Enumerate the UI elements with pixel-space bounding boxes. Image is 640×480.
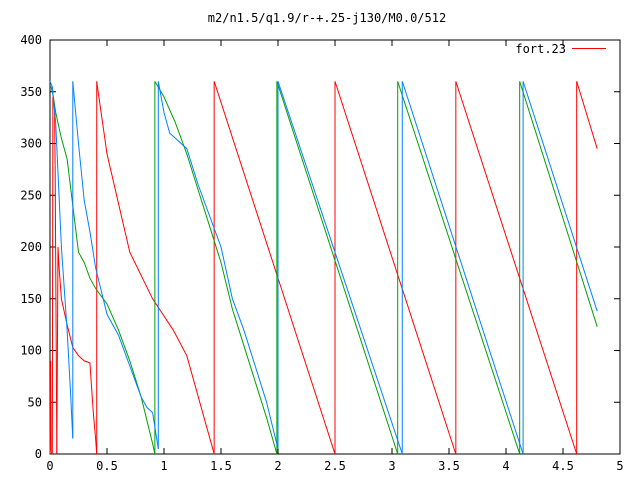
- x-tick-label: 3.5: [438, 459, 460, 473]
- series-0: [49, 81, 598, 455]
- x-tick-label: 2: [274, 459, 281, 473]
- x-axis: 0 0.5 1 1.5 2 2.5 3 3.5 4 4.5 5: [46, 40, 624, 473]
- y-tick-label: 300: [20, 137, 42, 151]
- series-line: [276, 81, 399, 455]
- series-line: [154, 81, 278, 455]
- x-tick-label: 3: [388, 459, 395, 473]
- series-line: [277, 81, 403, 455]
- series-line: [157, 81, 279, 449]
- series-line: [50, 86, 156, 455]
- x-tick-label: 2.5: [324, 459, 346, 473]
- x-tick-label: 4.5: [552, 459, 574, 473]
- series-line: [213, 81, 336, 455]
- x-tick-label: 4: [502, 459, 509, 473]
- y-tick-label: 0: [35, 447, 42, 461]
- series-line: [49, 360, 52, 454]
- y-tick-label: 50: [28, 395, 42, 409]
- x-tick-label: 1: [160, 459, 167, 473]
- series-1: [50, 81, 598, 455]
- series-line: [519, 81, 598, 327]
- series-line: [334, 81, 457, 455]
- series-line: [522, 81, 598, 312]
- chart-title: m2/n1.5/q1.9/r-+.25-j130/M0.0/512: [208, 11, 446, 25]
- x-tick-label: 0: [46, 459, 53, 473]
- x-tick-label: 0.5: [96, 459, 118, 473]
- series-line: [49, 81, 74, 439]
- legend-label: fort.23: [515, 42, 566, 56]
- series-line: [72, 81, 159, 449]
- x-tick-label: 5: [616, 459, 623, 473]
- series-line: [96, 81, 215, 455]
- series-layer: [49, 81, 598, 455]
- series-line: [401, 81, 524, 455]
- legend: fort.23: [515, 42, 606, 56]
- series-reset-line: [54, 164, 58, 455]
- series-line: [397, 81, 521, 455]
- y-tick-label: 400: [20, 33, 42, 47]
- y-axis: 0 50 100 150 200 250 300 350 400: [20, 33, 620, 461]
- y-tick-label: 350: [20, 85, 42, 99]
- x-tick-label: 1.5: [210, 459, 232, 473]
- series-2: [49, 81, 598, 455]
- series-line: [455, 81, 578, 455]
- y-tick-label: 100: [20, 344, 42, 358]
- series-line: [576, 81, 598, 149]
- y-tick-label: 250: [20, 188, 42, 202]
- y-tick-label: 200: [20, 240, 42, 254]
- y-tick-label: 150: [20, 292, 42, 306]
- series-line: [56, 246, 98, 455]
